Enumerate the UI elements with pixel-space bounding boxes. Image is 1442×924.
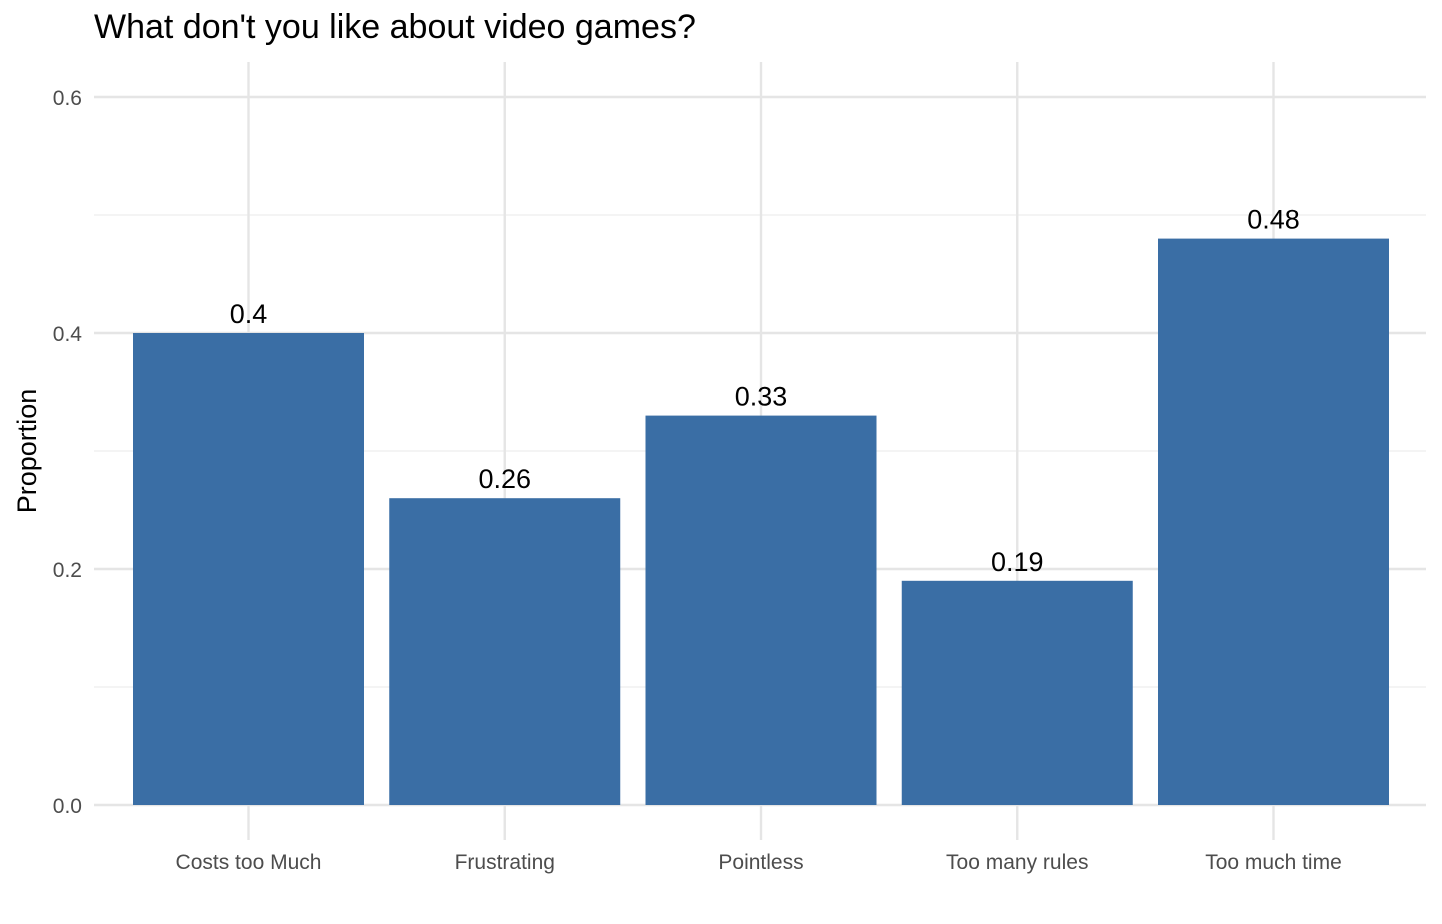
value-label: 0.19 (991, 547, 1044, 577)
y-tick-label: 0.6 (53, 87, 82, 110)
y-axis-title: Proportion (12, 389, 42, 514)
value-label: 0.4 (230, 299, 268, 329)
chart-title: What don't you like about video games? (94, 8, 696, 46)
y-tick-label: 0.4 (53, 323, 83, 346)
y-axis-ticks: 0.0 0.2 0.4 0.6 (53, 87, 83, 818)
bar (901, 580, 1133, 805)
bar (1158, 238, 1389, 806)
value-label: 0.48 (1247, 205, 1300, 235)
x-axis-ticks: Costs too Much Frustrating Pointless Too ma… (176, 851, 1342, 874)
bar (133, 333, 364, 805)
value-label: 0.33 (735, 382, 788, 412)
x-tick-label: Pointless (718, 851, 803, 874)
bars (133, 238, 1389, 806)
bar (389, 498, 621, 805)
value-labels: 0.4 0.26 0.33 0.19 0.48 (230, 205, 1300, 577)
value-label: 0.26 (478, 464, 531, 494)
x-tick-label: Too much time (1205, 851, 1342, 874)
x-tick-label: Too many rules (946, 851, 1088, 874)
y-tick-label: 0.0 (53, 795, 82, 818)
y-tick-label: 0.2 (53, 559, 82, 582)
x-tick-label: Frustrating (455, 851, 555, 874)
x-tick-label: Costs too Much (176, 851, 322, 874)
bar (645, 415, 877, 805)
